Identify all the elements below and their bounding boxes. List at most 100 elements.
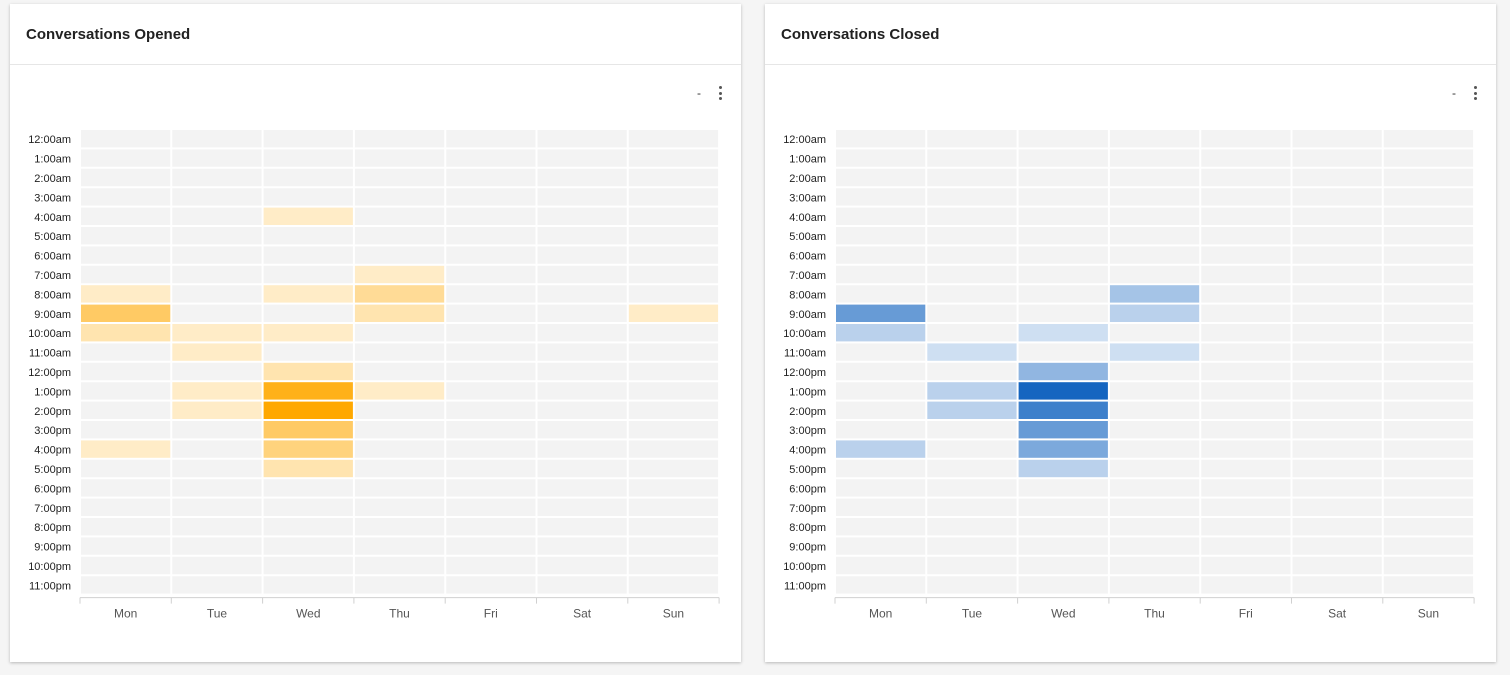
heatmap-cell[interactable]: [1292, 227, 1382, 245]
heatmap-cell[interactable]: [354, 246, 445, 264]
more-vert-icon[interactable]: [713, 84, 727, 102]
heatmap-cell[interactable]: [628, 304, 719, 322]
heatmap-cell[interactable]: [1201, 130, 1291, 148]
heatmap-cell[interactable]: [927, 188, 1017, 206]
heatmap-cell[interactable]: [1201, 537, 1291, 555]
heatmap-cell[interactable]: [927, 246, 1017, 264]
heatmap-cell[interactable]: [172, 207, 262, 225]
heatmap-cell[interactable]: [628, 556, 719, 575]
heatmap-cell[interactable]: [446, 382, 536, 400]
heatmap-cell[interactable]: [172, 227, 262, 245]
heatmap-cell[interactable]: [1383, 343, 1474, 361]
heatmap-cell[interactable]: [1109, 382, 1200, 400]
heatmap-cell[interactable]: [1018, 188, 1108, 206]
heatmap-cell[interactable]: [1383, 188, 1474, 206]
heatmap-cell[interactable]: [1018, 498, 1108, 516]
heatmap-cell[interactable]: [628, 265, 719, 284]
heatmap-cell[interactable]: [354, 459, 445, 478]
heatmap-cell[interactable]: [263, 207, 353, 225]
heatmap-cell[interactable]: [446, 246, 536, 264]
heatmap-cell[interactable]: [81, 518, 171, 536]
heatmap-cell[interactable]: [354, 576, 445, 594]
heatmap-cell[interactable]: [1201, 556, 1291, 575]
heatmap-cell[interactable]: [836, 246, 926, 264]
heatmap-cell[interactable]: [927, 227, 1017, 245]
heatmap-cell[interactable]: [354, 149, 445, 167]
heatmap-cell[interactable]: [537, 227, 627, 245]
heatmap-cell[interactable]: [172, 343, 262, 361]
heatmap-cell[interactable]: [446, 168, 536, 187]
heatmap-cell[interactable]: [537, 440, 627, 458]
heatmap-cell[interactable]: [1018, 382, 1108, 400]
heatmap-cell[interactable]: [927, 498, 1017, 516]
heatmap-cell[interactable]: [1383, 459, 1474, 478]
heatmap-cell[interactable]: [537, 576, 627, 594]
heatmap-cell[interactable]: [1018, 362, 1108, 381]
heatmap-cell[interactable]: [446, 518, 536, 536]
heatmap-cell[interactable]: [446, 479, 536, 497]
heatmap-cell[interactable]: [446, 130, 536, 148]
heatmap-cell[interactable]: [1109, 343, 1200, 361]
heatmap-cell[interactable]: [927, 440, 1017, 458]
heatmap-cell[interactable]: [836, 285, 926, 303]
heatmap-cell[interactable]: [446, 401, 536, 419]
heatmap-cell[interactable]: [446, 207, 536, 225]
heatmap-cell[interactable]: [628, 227, 719, 245]
heatmap-cell[interactable]: [927, 265, 1017, 284]
heatmap-cell[interactable]: [263, 498, 353, 516]
heatmap-cell[interactable]: [172, 537, 262, 555]
heatmap-cell[interactable]: [1109, 401, 1200, 419]
heatmap-cell[interactable]: [927, 382, 1017, 400]
heatmap-cell[interactable]: [628, 382, 719, 400]
heatmap-cell[interactable]: [263, 459, 353, 478]
heatmap-cell[interactable]: [1383, 576, 1474, 594]
heatmap-cell[interactable]: [1292, 459, 1382, 478]
heatmap-cell[interactable]: [1292, 285, 1382, 303]
heatmap-cell[interactable]: [537, 168, 627, 187]
heatmap-cell[interactable]: [81, 498, 171, 516]
heatmap-cell[interactable]: [81, 130, 171, 148]
heatmap-cell[interactable]: [1201, 168, 1291, 187]
heatmap-cell[interactable]: [1109, 304, 1200, 322]
heatmap-cell[interactable]: [1292, 537, 1382, 555]
heatmap-cell[interactable]: [537, 459, 627, 478]
heatmap-cell[interactable]: [81, 265, 171, 284]
heatmap-cell[interactable]: [537, 479, 627, 497]
heatmap-cell[interactable]: [446, 459, 536, 478]
heatmap-cell[interactable]: [836, 518, 926, 536]
heatmap-cell[interactable]: [1292, 265, 1382, 284]
heatmap-cell[interactable]: [836, 459, 926, 478]
heatmap-cell[interactable]: [354, 304, 445, 322]
heatmap-cell[interactable]: [836, 130, 926, 148]
heatmap-cell[interactable]: [1201, 265, 1291, 284]
heatmap-cell[interactable]: [628, 498, 719, 516]
heatmap-cell[interactable]: [537, 265, 627, 284]
heatmap-cell[interactable]: [1383, 207, 1474, 225]
heatmap-cell[interactable]: [1109, 188, 1200, 206]
heatmap-cell[interactable]: [263, 130, 353, 148]
heatmap-cell[interactable]: [81, 304, 171, 322]
heatmap-cell[interactable]: [927, 149, 1017, 167]
heatmap-cell[interactable]: [1109, 285, 1200, 303]
heatmap-cell[interactable]: [81, 421, 171, 439]
heatmap-cell[interactable]: [263, 518, 353, 536]
heatmap-cell[interactable]: [81, 343, 171, 361]
heatmap-cell[interactable]: [1018, 518, 1108, 536]
heatmap-cell[interactable]: [1383, 265, 1474, 284]
heatmap-cell[interactable]: [628, 401, 719, 419]
heatmap-cell[interactable]: [446, 343, 536, 361]
heatmap-cell[interactable]: [172, 498, 262, 516]
heatmap-cell[interactable]: [1018, 343, 1108, 361]
heatmap-cell[interactable]: [1201, 246, 1291, 264]
heatmap-cell[interactable]: [81, 440, 171, 458]
heatmap-cell[interactable]: [263, 576, 353, 594]
heatmap-cell[interactable]: [263, 227, 353, 245]
heatmap-cell[interactable]: [1109, 246, 1200, 264]
heatmap-cell[interactable]: [1018, 537, 1108, 555]
heatmap-cell[interactable]: [628, 537, 719, 555]
heatmap-cell[interactable]: [1018, 324, 1108, 342]
heatmap-cell[interactable]: [81, 401, 171, 419]
heatmap-cell[interactable]: [1383, 168, 1474, 187]
heatmap-cell[interactable]: [1018, 459, 1108, 478]
heatmap-cell[interactable]: [1109, 440, 1200, 458]
